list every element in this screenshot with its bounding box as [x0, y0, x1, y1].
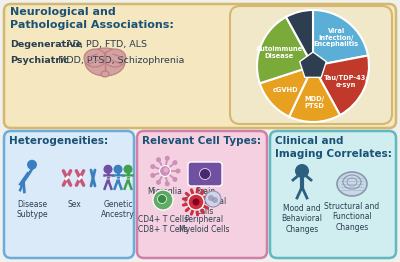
- Text: Heterogeneities:: Heterogeneities:: [9, 136, 108, 146]
- FancyBboxPatch shape: [270, 131, 396, 258]
- Circle shape: [157, 181, 160, 184]
- Wedge shape: [289, 66, 340, 122]
- Wedge shape: [260, 66, 313, 117]
- FancyBboxPatch shape: [137, 131, 267, 258]
- Circle shape: [173, 178, 177, 181]
- Wedge shape: [313, 10, 368, 66]
- Ellipse shape: [84, 49, 106, 67]
- Circle shape: [157, 158, 160, 162]
- Text: Mood and
Behavioral
Changes: Mood and Behavioral Changes: [282, 204, 322, 234]
- Text: Tau/TDP-43/
α-syn: Tau/TDP-43/ α-syn: [324, 75, 368, 88]
- Text: Disease
Subtype: Disease Subtype: [16, 200, 48, 219]
- Ellipse shape: [104, 49, 126, 67]
- Circle shape: [160, 166, 170, 177]
- Circle shape: [205, 191, 221, 207]
- Wedge shape: [257, 17, 313, 83]
- Circle shape: [164, 167, 168, 172]
- Circle shape: [208, 195, 214, 201]
- Text: : MDD, PTSD, Schizophrenia: : MDD, PTSD, Schizophrenia: [52, 56, 184, 65]
- Text: Psychiatric: Psychiatric: [10, 56, 69, 65]
- FancyBboxPatch shape: [4, 131, 134, 258]
- Ellipse shape: [85, 48, 125, 76]
- Circle shape: [104, 165, 112, 173]
- Text: cGVHD: cGVHD: [273, 87, 298, 93]
- Wedge shape: [313, 56, 369, 115]
- Circle shape: [176, 169, 180, 173]
- Text: Relevant Cell Types:: Relevant Cell Types:: [142, 136, 261, 146]
- Ellipse shape: [337, 172, 367, 196]
- Text: Autoimmune
Disease: Autoimmune Disease: [256, 46, 303, 59]
- Text: Genetic
Ancestry: Genetic Ancestry: [101, 200, 135, 219]
- Text: Brain
Endothelial
Cells: Brain Endothelial Cells: [183, 187, 227, 216]
- Circle shape: [151, 165, 154, 168]
- Text: Neurological and
Pathological Associations:: Neurological and Pathological Associatio…: [10, 7, 174, 30]
- Circle shape: [114, 165, 122, 173]
- Circle shape: [151, 174, 154, 177]
- Circle shape: [166, 156, 169, 160]
- Wedge shape: [286, 10, 313, 66]
- Text: : AD, PD, FTD, ALS: : AD, PD, FTD, ALS: [60, 40, 147, 49]
- Text: Clinical and
Imaging Correlates:: Clinical and Imaging Correlates:: [275, 136, 392, 159]
- Circle shape: [166, 182, 169, 185]
- Circle shape: [158, 194, 166, 204]
- Circle shape: [153, 190, 173, 210]
- Circle shape: [124, 165, 132, 173]
- Text: Viral
Infection/
Encephalitis: Viral Infection/ Encephalitis: [314, 29, 359, 47]
- Text: Structural and
Functional
Changes: Structural and Functional Changes: [324, 202, 380, 232]
- Circle shape: [295, 164, 309, 178]
- Ellipse shape: [101, 71, 109, 77]
- Circle shape: [28, 160, 36, 169]
- Polygon shape: [300, 52, 326, 77]
- Text: MDD/
PTSD: MDD/ PTSD: [304, 96, 324, 109]
- Circle shape: [192, 199, 200, 205]
- Circle shape: [212, 197, 218, 203]
- FancyBboxPatch shape: [188, 162, 222, 186]
- Circle shape: [173, 161, 177, 165]
- Text: Degenerative: Degenerative: [10, 40, 82, 49]
- Text: Peripheral
Myeloid Cells: Peripheral Myeloid Cells: [179, 215, 229, 234]
- Text: Sex: Sex: [67, 200, 81, 209]
- Text: CD4+ T Cells
CD8+ T Cells: CD4+ T Cells CD8+ T Cells: [138, 215, 188, 234]
- Circle shape: [200, 168, 210, 179]
- FancyBboxPatch shape: [230, 6, 392, 124]
- Circle shape: [188, 194, 204, 210]
- FancyBboxPatch shape: [4, 4, 396, 128]
- Text: Microglia: Microglia: [148, 187, 182, 196]
